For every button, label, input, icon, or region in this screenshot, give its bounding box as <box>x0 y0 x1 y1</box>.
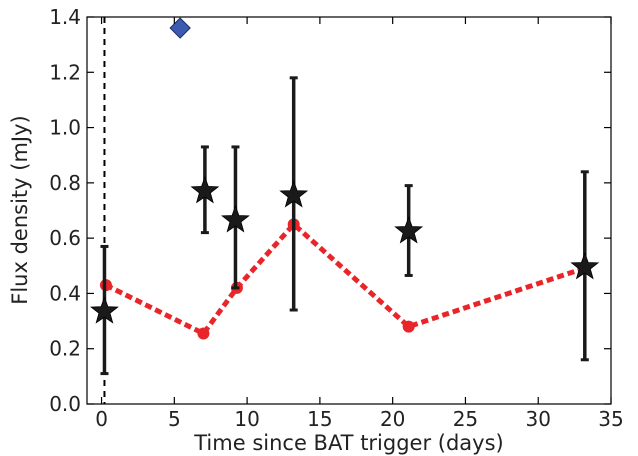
model-series-layer <box>99 218 590 340</box>
x-tick-label: 30 <box>525 407 550 431</box>
x-tick-label: 25 <box>453 407 478 431</box>
y-tick-label: 1.0 <box>49 116 81 140</box>
x-tick-label: 35 <box>598 407 623 431</box>
tick-label-layer: 0 5 10 15 20 25 30 35 0.0 0.2 0.4 0.6 0.8 1.0 1.2 1.4 <box>49 5 624 431</box>
model-series-line <box>104 220 585 337</box>
y-tick-label: 0.6 <box>49 226 81 250</box>
y-tick-label: 1.4 <box>49 5 81 29</box>
y-tick-label: 0.4 <box>49 281 81 305</box>
x-tick-label: 5 <box>168 407 181 431</box>
y-tick-label: 0.2 <box>49 337 81 361</box>
plot-frame <box>86 16 612 405</box>
x-tick-label: 15 <box>307 407 332 431</box>
x-axis-label: Time since BAT trigger (days) <box>193 431 503 455</box>
x-tick-label: 0 <box>95 407 108 431</box>
observed-star-point <box>279 180 309 208</box>
observed-star-point <box>90 296 119 324</box>
observed-star-point <box>570 252 600 280</box>
observed-star-point <box>221 205 250 233</box>
y-axis-label: Flux density (mJy) <box>8 115 32 304</box>
x-tick-label: 20 <box>380 407 405 431</box>
observed-star-point <box>190 175 220 204</box>
observed-star-point <box>394 216 424 244</box>
tick-layer <box>87 16 612 405</box>
observed-series-layer <box>90 175 600 324</box>
errorbar-layer <box>100 76 589 376</box>
y-tick-label: 0.8 <box>49 171 81 195</box>
diamond-point <box>169 17 191 39</box>
x-tick-label: 10 <box>234 407 259 431</box>
model-point <box>402 320 415 333</box>
model-point <box>197 327 210 340</box>
y-tick-label: 1.2 <box>49 60 81 84</box>
y-tick-label: 0.0 <box>49 392 81 416</box>
diamond-series-layer <box>169 17 191 39</box>
